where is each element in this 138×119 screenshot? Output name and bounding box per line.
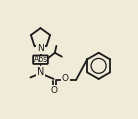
FancyBboxPatch shape [33, 55, 48, 64]
Text: N: N [37, 67, 44, 77]
Text: Abs: Abs [33, 55, 48, 64]
Text: N: N [37, 44, 44, 53]
Text: O: O [62, 74, 69, 83]
Text: O: O [51, 86, 58, 95]
